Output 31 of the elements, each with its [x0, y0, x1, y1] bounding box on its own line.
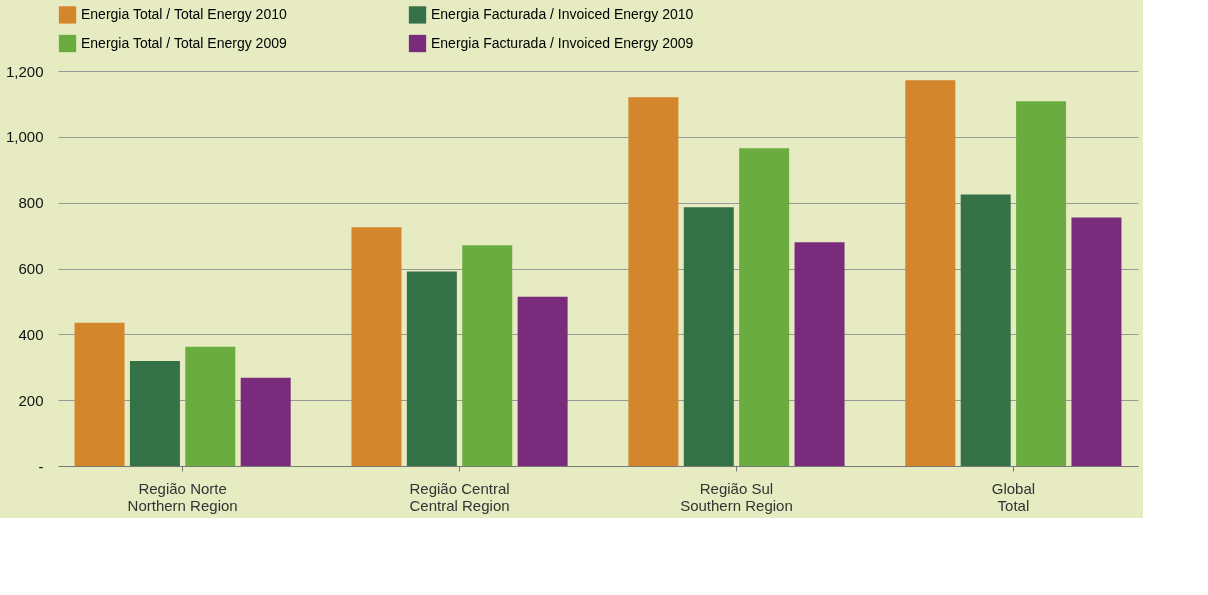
bar — [74, 322, 125, 466]
bar — [960, 194, 1011, 466]
bar — [1071, 217, 1122, 466]
legend-label: Energia Facturada / Invoiced Energy 2009 — [431, 34, 694, 51]
legend-label: Energia Facturada / Invoiced Energy 2010 — [431, 5, 694, 22]
y-tick-label: 400 — [18, 325, 44, 343]
bar — [240, 377, 291, 466]
x-tick-label: Região Sul Southern Region — [680, 479, 793, 514]
x-tick-label: Global Total — [991, 479, 1036, 514]
bar — [1016, 101, 1067, 466]
bar — [794, 242, 845, 466]
legend-label: Energia Total / Total Energy 2010 — [81, 5, 287, 22]
y-tick-label: - — [38, 457, 44, 475]
x-tick-label: Região Central Central Region — [409, 479, 510, 514]
bar — [185, 346, 236, 466]
y-tick-label: 1,200 — [5, 62, 44, 80]
bar — [129, 361, 180, 466]
y-tick-label: 800 — [18, 194, 44, 212]
x-tick-label: Região Norte Northern Region — [127, 479, 238, 514]
y-tick-label: 200 — [18, 391, 44, 409]
bar — [351, 227, 402, 466]
bar — [683, 207, 734, 466]
bar — [628, 97, 679, 466]
bar — [406, 271, 457, 466]
bar — [905, 80, 956, 466]
legend-label: Energia Total / Total Energy 2009 — [81, 34, 287, 51]
y-tick-label: 600 — [18, 260, 44, 277]
bar — [517, 296, 568, 466]
bar — [462, 245, 513, 466]
bar — [739, 148, 790, 466]
y-tick-label: 1,000 — [5, 128, 44, 146]
